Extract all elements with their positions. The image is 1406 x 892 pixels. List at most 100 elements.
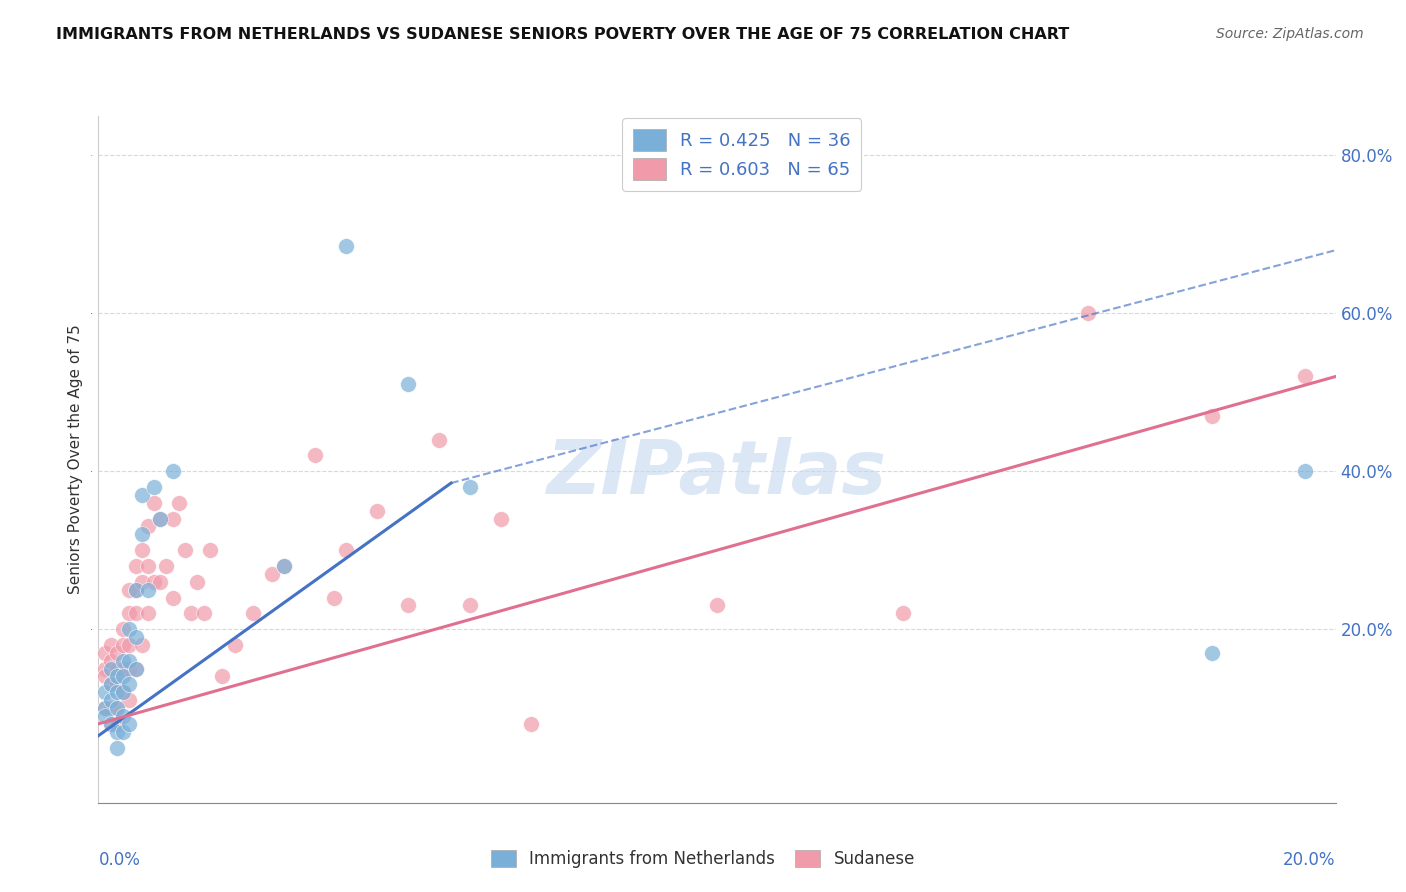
Point xyxy=(118,716,141,731)
Point xyxy=(112,724,135,739)
Point xyxy=(242,607,264,621)
Point xyxy=(1201,409,1223,423)
Point xyxy=(136,558,159,573)
Point xyxy=(143,480,166,494)
Point xyxy=(118,654,141,668)
Text: 0.0%: 0.0% xyxy=(98,851,141,869)
Point xyxy=(167,496,190,510)
Point xyxy=(304,449,326,463)
Point xyxy=(396,599,419,613)
Point xyxy=(458,480,481,494)
Point xyxy=(489,511,512,525)
Point xyxy=(1294,369,1316,384)
Point xyxy=(105,701,128,715)
Point xyxy=(105,740,128,755)
Point xyxy=(180,607,202,621)
Point xyxy=(335,239,357,253)
Point xyxy=(396,377,419,392)
Point xyxy=(100,677,122,691)
Point xyxy=(124,607,146,621)
Text: ZIPatlas: ZIPatlas xyxy=(547,436,887,509)
Point xyxy=(100,638,122,652)
Legend: R = 0.425   N = 36, R = 0.603   N = 65: R = 0.425 N = 36, R = 0.603 N = 65 xyxy=(623,118,862,191)
Point xyxy=(1294,464,1316,478)
Point xyxy=(105,669,128,683)
Point xyxy=(224,638,246,652)
Point xyxy=(131,574,153,589)
Point xyxy=(105,662,128,676)
Point xyxy=(136,519,159,533)
Point xyxy=(93,662,115,676)
Text: Source: ZipAtlas.com: Source: ZipAtlas.com xyxy=(1216,27,1364,41)
Point xyxy=(100,654,122,668)
Point xyxy=(149,574,172,589)
Point xyxy=(149,511,172,525)
Point xyxy=(706,599,728,613)
Point xyxy=(105,646,128,660)
Point xyxy=(93,701,115,715)
Point xyxy=(105,701,128,715)
Point xyxy=(100,662,122,676)
Point xyxy=(124,558,146,573)
Point xyxy=(93,669,115,683)
Point xyxy=(1201,646,1223,660)
Point xyxy=(100,677,122,691)
Point xyxy=(93,701,115,715)
Point xyxy=(112,669,135,683)
Point xyxy=(162,511,184,525)
Point xyxy=(143,574,166,589)
Point xyxy=(112,654,135,668)
Point xyxy=(131,527,153,541)
Point xyxy=(891,607,914,621)
Point xyxy=(124,662,146,676)
Text: IMMIGRANTS FROM NETHERLANDS VS SUDANESE SENIORS POVERTY OVER THE AGE OF 75 CORRE: IMMIGRANTS FROM NETHERLANDS VS SUDANESE … xyxy=(56,27,1070,42)
Point xyxy=(93,709,115,723)
Point xyxy=(112,662,135,676)
Point xyxy=(112,709,135,723)
Point xyxy=(260,566,283,581)
Point xyxy=(112,622,135,636)
Point xyxy=(118,607,141,621)
Point xyxy=(105,685,128,699)
Point xyxy=(143,496,166,510)
Point xyxy=(1077,306,1099,320)
Point xyxy=(124,582,146,597)
Point xyxy=(322,591,344,605)
Point xyxy=(100,716,122,731)
Point xyxy=(100,701,122,715)
Point xyxy=(155,558,177,573)
Point xyxy=(124,582,146,597)
Point xyxy=(124,662,146,676)
Point xyxy=(105,716,128,731)
Point xyxy=(174,543,197,558)
Point xyxy=(100,716,122,731)
Point xyxy=(118,693,141,707)
Y-axis label: Seniors Poverty Over the Age of 75: Seniors Poverty Over the Age of 75 xyxy=(67,325,83,594)
Point xyxy=(198,543,221,558)
Point xyxy=(118,638,141,652)
Point xyxy=(105,677,128,691)
Point xyxy=(112,685,135,699)
Point xyxy=(124,630,146,644)
Point xyxy=(118,677,141,691)
Point xyxy=(366,504,388,518)
Point xyxy=(136,582,159,597)
Legend: Immigrants from Netherlands, Sudanese: Immigrants from Netherlands, Sudanese xyxy=(485,843,921,875)
Point xyxy=(118,662,141,676)
Point xyxy=(131,638,153,652)
Point xyxy=(211,669,233,683)
Point xyxy=(93,685,115,699)
Point xyxy=(118,582,141,597)
Point xyxy=(118,622,141,636)
Point xyxy=(100,693,122,707)
Point xyxy=(520,716,543,731)
Point xyxy=(112,685,135,699)
Point xyxy=(112,638,135,652)
Point xyxy=(105,724,128,739)
Point xyxy=(162,591,184,605)
Point xyxy=(131,543,153,558)
Point xyxy=(136,607,159,621)
Point xyxy=(131,488,153,502)
Point xyxy=(186,574,208,589)
Point xyxy=(273,558,295,573)
